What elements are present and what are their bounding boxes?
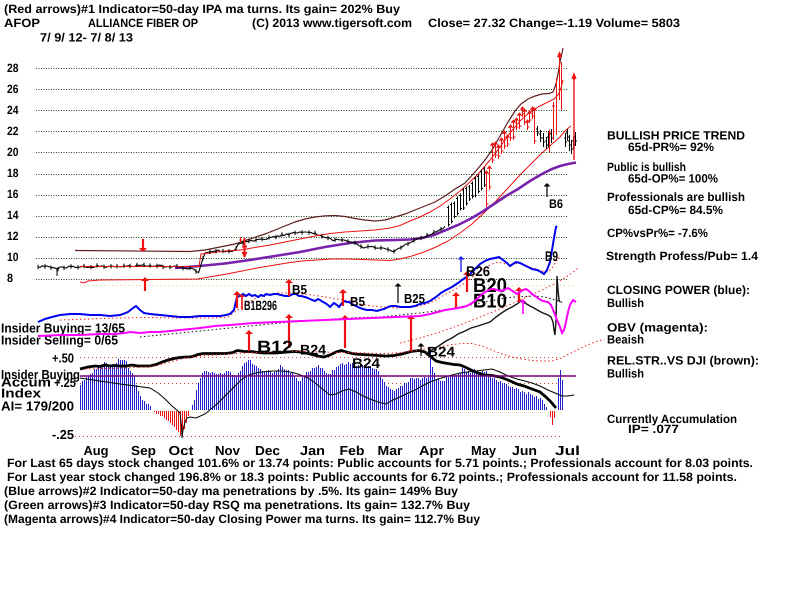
svg-text:Nov: Nov xyxy=(215,443,241,458)
svg-text:BULLISH PRICE TREND: BULLISH PRICE TREND xyxy=(607,129,745,143)
svg-text:(C) 2013 www.tigersoft.com: (C) 2013 www.tigersoft.com xyxy=(252,16,412,30)
svg-text:Jan: Jan xyxy=(300,443,325,458)
svg-text:B24: B24 xyxy=(300,342,326,358)
svg-text:20: 20 xyxy=(7,145,19,159)
svg-text:B26: B26 xyxy=(466,263,490,279)
svg-text:CLOSING POWER (blue):: CLOSING POWER (blue): xyxy=(607,283,750,297)
svg-text:Jun: Jun xyxy=(512,443,537,458)
svg-text:B5: B5 xyxy=(292,282,307,297)
svg-text:Insider Selling= 0/65: Insider Selling= 0/65 xyxy=(1,333,118,348)
svg-text:AFOP: AFOP xyxy=(4,16,40,30)
svg-text:B10: B10 xyxy=(473,291,507,313)
svg-text:B24: B24 xyxy=(427,344,455,360)
svg-text:12: 12 xyxy=(7,229,19,243)
svg-text:Close= 27.32 Change=-1.19 Vo: Close= 27.32 Change=-1.19 Volume= 5803 xyxy=(428,16,680,30)
svg-text:+.50: +.50 xyxy=(52,351,74,366)
svg-text:IP= .077: IP= .077 xyxy=(628,422,679,436)
svg-text:Apr: Apr xyxy=(419,443,444,458)
svg-text:B24: B24 xyxy=(352,355,380,371)
svg-text:B1B296: B1B296 xyxy=(244,298,277,313)
svg-text:Sep: Sep xyxy=(131,443,156,458)
svg-text:B6: B6 xyxy=(549,197,563,211)
svg-text:65d-OP%= 100%: 65d-OP%= 100% xyxy=(628,172,718,186)
svg-text:65d-CP%= 84.5%: 65d-CP%= 84.5% xyxy=(628,203,723,217)
svg-text:Insider Buying: Insider Buying xyxy=(1,367,80,382)
svg-text:(Magenta arrows)#4 Indicator=5: (Magenta arrows)#4 Indicator=50-day Clos… xyxy=(4,512,480,526)
svg-text:10: 10 xyxy=(7,250,19,264)
svg-text:Oct: Oct xyxy=(169,443,195,458)
svg-text:B12: B12 xyxy=(257,338,293,357)
svg-text:26: 26 xyxy=(7,82,19,96)
svg-text:Accum: Accum xyxy=(1,375,51,390)
svg-text:22: 22 xyxy=(7,124,19,138)
svg-text:14: 14 xyxy=(7,208,19,222)
svg-text:8: 8 xyxy=(7,271,13,285)
svg-text:B5: B5 xyxy=(350,294,365,309)
svg-text:Strength Profess/Pub= 1.4: Strength Profess/Pub= 1.4 xyxy=(606,249,758,263)
svg-text:(Green arrows)#3 Indicator=50-: (Green arrows)#3 Indicator=50-day RSQ ma… xyxy=(4,498,470,512)
svg-text:REL.STR..VS DJI (brown):: REL.STR..VS DJI (brown): xyxy=(607,354,759,368)
svg-text:Jul: Jul xyxy=(555,443,580,458)
svg-text:OBV (magenta):: OBV (magenta): xyxy=(607,321,708,335)
svg-text:28: 28 xyxy=(7,61,19,75)
svg-text:Beaish: Beaish xyxy=(607,333,644,347)
svg-text:May: May xyxy=(471,443,497,458)
svg-text:Public is bullish: Public is bullish xyxy=(607,160,686,174)
svg-text:+.25: +.25 xyxy=(54,375,76,390)
svg-text:Feb: Feb xyxy=(340,443,365,458)
svg-text:24: 24 xyxy=(7,103,19,117)
svg-text:B25: B25 xyxy=(404,291,425,306)
svg-text:Insider Buying= 13/65: Insider Buying= 13/65 xyxy=(1,321,125,336)
svg-text:Aug: Aug xyxy=(84,443,109,458)
svg-text:(Red arrows)#1 Indicator=50-da: (Red arrows)#1 Indicator=50-day IPA ma t… xyxy=(4,2,400,16)
svg-text:Bullish: Bullish xyxy=(607,296,644,310)
svg-text:Index: Index xyxy=(1,386,42,401)
svg-text:Professionals are bullish: Professionals are bullish xyxy=(607,190,745,204)
svg-text:Dec: Dec xyxy=(255,443,280,458)
svg-text:7/ 9/ 12- 7/ 8/ 13: 7/ 9/ 12- 7/ 8/ 13 xyxy=(40,31,133,45)
svg-text:ALLIANCE FIBER OP: ALLIANCE FIBER OP xyxy=(88,16,198,30)
svg-text:-.25: -.25 xyxy=(52,427,74,442)
svg-text:B9: B9 xyxy=(545,248,558,264)
svg-text:For Last 65 days stock changed: For Last 65 days stock changed 101.6% or… xyxy=(7,456,753,470)
svg-text:Currently Accumulation: Currently Accumulation xyxy=(607,412,737,426)
svg-text:CP%vsPr%= -7.6%: CP%vsPr%= -7.6% xyxy=(607,226,708,240)
svg-text:(Blue arrows)#2 Indicator=50-d: (Blue arrows)#2 Indicator=50-day ma pene… xyxy=(4,484,458,498)
svg-text:65d-PR%= 92%: 65d-PR%= 92% xyxy=(628,140,714,154)
svg-text:18: 18 xyxy=(7,166,19,180)
svg-text:Bullish: Bullish xyxy=(607,367,644,381)
svg-text:16: 16 xyxy=(7,187,19,201)
svg-text:AI= 179/200: AI= 179/200 xyxy=(1,399,74,414)
svg-text:For Last year stock changed 1: For Last year stock changed 196.8% or 18… xyxy=(7,470,737,484)
svg-text:Mar: Mar xyxy=(378,443,403,458)
